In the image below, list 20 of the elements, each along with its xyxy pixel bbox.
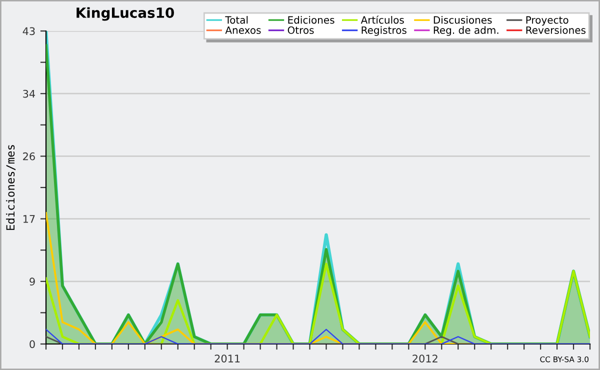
legend-label: Proyecto [526,16,568,26]
legend-label: Otros [288,26,314,34]
legend-label: Discusiones [434,16,492,24]
y-tick-label: 0 [30,340,35,348]
y-tick-label: 9 [30,278,35,286]
legend-label: Reg. de adm. [434,26,498,36]
y-tick-label: 17 [23,215,35,223]
y-tick-label: 43 [22,27,35,36]
x-tick-label: 2011 [214,354,240,362]
y-axis-title: Ediciones/mes [6,145,16,230]
y-tick-label: 34 [23,90,35,98]
legend-label: Anexos [225,26,261,34]
legend-label: Reversiones [526,26,586,34]
legend-label: Total [225,16,248,24]
legend-label: Ediciones [288,16,334,24]
y-tick-label: 26 [23,152,35,160]
chart-title: KingLucas10 [76,7,174,21]
legend-label: Registros [362,26,406,36]
x-tick-label: 2012 [412,354,438,362]
legend-label: Artículos [360,16,404,24]
